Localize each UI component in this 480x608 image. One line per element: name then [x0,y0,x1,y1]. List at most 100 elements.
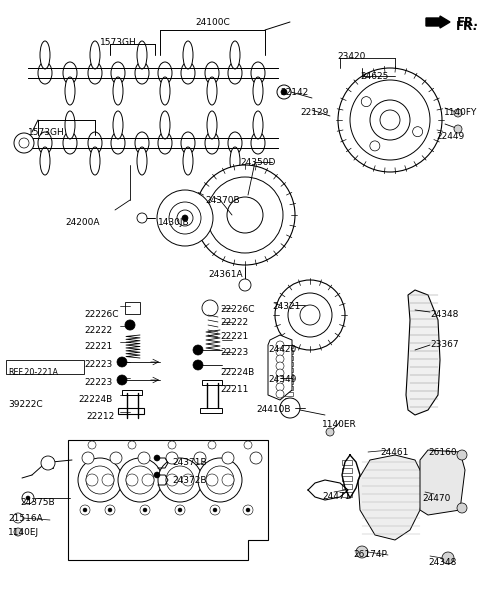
Circle shape [206,466,234,494]
Ellipse shape [88,132,102,154]
Text: 22212: 22212 [86,412,114,421]
Text: 22222: 22222 [84,326,112,335]
Circle shape [182,474,194,486]
Bar [285,368,293,372]
Text: FR.: FR. [457,16,479,30]
Circle shape [168,441,176,449]
Circle shape [19,138,29,148]
Text: 22142: 22142 [280,88,308,97]
Bar [285,404,293,408]
Bar [285,386,293,390]
Text: 24370B: 24370B [205,196,240,205]
Text: 22222: 22222 [220,318,248,327]
Circle shape [193,345,203,355]
Text: 24100C: 24100C [195,18,230,27]
Ellipse shape [251,62,265,84]
Text: 22224B: 22224B [220,368,254,377]
Circle shape [166,474,178,486]
Text: 24348: 24348 [430,310,458,319]
Ellipse shape [90,41,100,69]
Circle shape [142,474,154,486]
Bar [122,390,142,395]
Ellipse shape [183,41,193,69]
Circle shape [276,355,284,363]
Bar [285,314,293,318]
Ellipse shape [65,77,75,105]
Text: 1573GH: 1573GH [100,38,137,47]
Bar [285,374,293,378]
Ellipse shape [205,62,219,84]
Text: FR.: FR. [456,20,478,33]
Ellipse shape [111,132,125,154]
Bar [125,302,140,314]
Text: 24420: 24420 [268,345,296,354]
Text: 24200A: 24200A [65,218,99,227]
Ellipse shape [111,62,125,84]
Bar [285,290,293,294]
Circle shape [213,508,217,512]
Circle shape [86,466,114,494]
Circle shape [210,505,220,515]
Circle shape [338,68,442,172]
Circle shape [110,452,122,464]
Bar [285,380,293,384]
Text: 24361A: 24361A [208,270,242,279]
Circle shape [300,305,320,325]
Circle shape [86,474,98,486]
Ellipse shape [38,132,52,154]
Circle shape [125,320,135,330]
Bar [285,338,293,342]
Text: 24375B: 24375B [20,498,55,507]
Ellipse shape [228,62,242,84]
Circle shape [166,466,194,494]
Circle shape [157,190,213,246]
Circle shape [222,452,234,464]
Text: 39222C: 39222C [8,400,43,409]
Circle shape [457,450,467,460]
Text: 24470: 24470 [422,494,450,503]
Circle shape [195,165,295,265]
Ellipse shape [90,147,100,175]
Ellipse shape [137,41,147,69]
Circle shape [178,508,182,512]
Circle shape [326,428,334,436]
Ellipse shape [158,62,172,84]
Circle shape [14,528,22,536]
Circle shape [276,383,284,391]
Ellipse shape [253,77,263,105]
Text: 1573GH: 1573GH [28,128,65,137]
Circle shape [169,202,201,234]
Text: 22226C: 22226C [220,305,254,314]
Ellipse shape [40,147,50,175]
Circle shape [276,390,284,398]
Circle shape [83,508,87,512]
Ellipse shape [230,147,240,175]
Bar [285,356,293,360]
Text: 22129: 22129 [300,108,328,117]
Text: 24321: 24321 [272,302,300,311]
Circle shape [198,458,242,502]
Circle shape [117,375,127,385]
Bar [342,484,352,489]
Circle shape [126,474,138,486]
FancyArrow shape [426,16,450,28]
Text: 24461: 24461 [380,448,408,457]
Circle shape [126,466,154,494]
Ellipse shape [160,77,170,105]
Circle shape [442,552,454,564]
Bar [342,468,352,473]
Circle shape [166,452,178,464]
Text: 24371B: 24371B [172,458,206,467]
Bar [285,392,293,396]
Ellipse shape [113,77,123,105]
Ellipse shape [205,132,219,154]
Circle shape [276,369,284,377]
Circle shape [108,508,112,512]
Text: 22211: 22211 [220,385,248,394]
Circle shape [138,452,150,464]
Circle shape [118,458,162,502]
Ellipse shape [228,132,242,154]
Bar [342,476,352,481]
Ellipse shape [207,77,217,105]
Circle shape [243,505,253,515]
